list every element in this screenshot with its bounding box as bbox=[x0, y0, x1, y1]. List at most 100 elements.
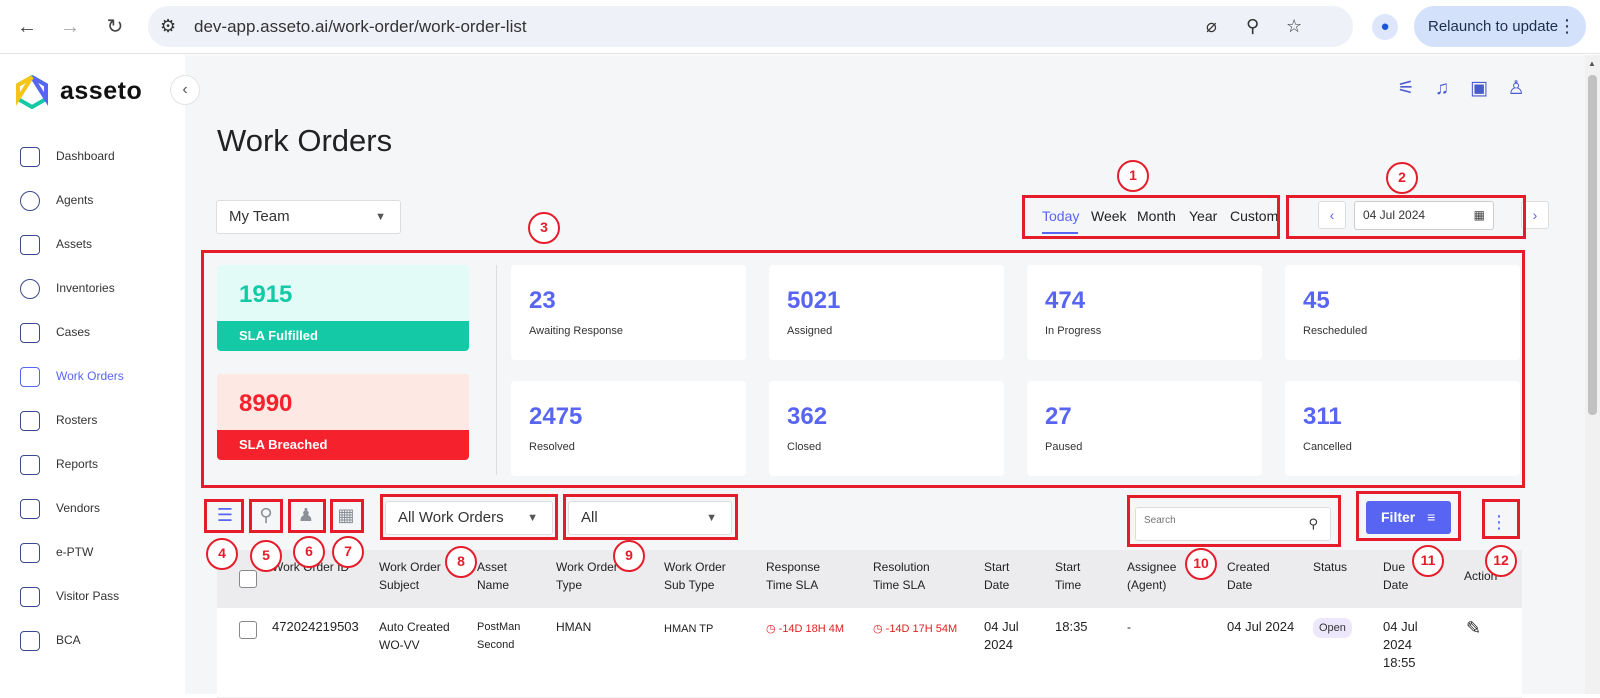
profile-avatar-icon[interactable]: ● bbox=[1372, 14, 1398, 40]
stat-value: 23 bbox=[529, 287, 556, 314]
tab-today[interactable]: Today bbox=[1042, 208, 1080, 224]
column-header[interactable]: Work Order Sub Type bbox=[664, 560, 726, 592]
row-checkbox[interactable] bbox=[239, 621, 257, 639]
sidebar-item-eptw[interactable]: e-PTW bbox=[20, 541, 180, 565]
tab-year[interactable]: Year bbox=[1189, 208, 1218, 224]
browser-menu-icon[interactable]: ⋮ bbox=[1558, 16, 1576, 36]
asseto-logo-icon bbox=[16, 75, 48, 109]
calendar-icon[interactable]: ▦ bbox=[1473, 208, 1485, 222]
work-order-filter-select[interactable]: All Work Orders ▼ bbox=[385, 501, 553, 535]
stat-card-awaiting-response[interactable]: 23 Awaiting Response bbox=[511, 265, 746, 360]
stat-card-paused[interactable]: 27 Paused bbox=[1027, 381, 1262, 476]
work-order-type: HMAN bbox=[556, 620, 592, 634]
forward-arrow-icon[interactable]: → bbox=[60, 16, 80, 38]
sidebar-item-agents[interactable]: Agents bbox=[20, 189, 180, 213]
column-header[interactable]: Status bbox=[1313, 560, 1348, 574]
column-header[interactable]: Created Date bbox=[1227, 560, 1270, 592]
sla-breached-card[interactable]: 8990 SLA Breached bbox=[217, 374, 469, 460]
annotation-box-8 bbox=[380, 494, 558, 540]
column-header[interactable]: Due Date bbox=[1383, 560, 1409, 592]
collapse-sidebar-button[interactable]: ‹ bbox=[170, 75, 200, 105]
vertical-scrollbar[interactable]: ▲ bbox=[1585, 55, 1600, 694]
sidebar-item-bca[interactable]: BCA bbox=[20, 629, 180, 653]
column-header[interactable]: Work Order Subject bbox=[379, 560, 441, 592]
sidebar-item-visitor-pass[interactable]: Visitor Pass bbox=[20, 585, 180, 609]
sidebar-item-label: Vendors bbox=[56, 501, 101, 515]
stat-label: Awaiting Response bbox=[529, 325, 623, 337]
search-field[interactable]: ⚲ bbox=[1135, 507, 1331, 541]
sidebar-item-inventories[interactable]: Inventories bbox=[20, 277, 180, 301]
brand-name: asseto bbox=[60, 77, 143, 105]
search-icon[interactable]: ⚲ bbox=[1308, 516, 1318, 531]
sidebar-item-assets[interactable]: Assets bbox=[20, 233, 180, 257]
sidebar-item-label: Reports bbox=[56, 457, 99, 471]
list-view-icon[interactable]: ☰ bbox=[216, 505, 234, 525]
stat-card-rescheduled[interactable]: 45 Rescheduled bbox=[1285, 265, 1520, 360]
calendar-check-icon[interactable]: ▣ bbox=[1470, 78, 1488, 99]
sidebar-item-cases[interactable]: Cases bbox=[20, 321, 180, 345]
agents-icon bbox=[20, 191, 40, 211]
reload-icon[interactable]: ↻ bbox=[106, 16, 124, 38]
column-header[interactable]: Resolution Time SLA bbox=[873, 560, 930, 592]
work-order-id[interactable]: 472024219503 bbox=[272, 619, 359, 634]
column-header[interactable]: Work Order Type bbox=[556, 560, 618, 592]
calendar-view-icon[interactable]: ▦ bbox=[337, 505, 355, 525]
sliders-icon[interactable]: ⚟ bbox=[1397, 78, 1415, 99]
column-header[interactable]: Response Time SLA bbox=[766, 560, 821, 592]
bookmark-star-icon[interactable]: ☆ bbox=[1286, 16, 1303, 36]
tab-week[interactable]: Week bbox=[1091, 208, 1127, 224]
annotation-number: 2 bbox=[1386, 162, 1418, 194]
relaunch-label: Relaunch to update bbox=[1428, 18, 1559, 35]
edit-pencil-icon[interactable]: ✎ bbox=[1466, 618, 1482, 638]
search-input[interactable] bbox=[1144, 515, 1304, 526]
address-bar[interactable]: ⚙ dev-app.asseto.ai/work-order/work-orde… bbox=[148, 6, 1353, 47]
select-all-checkbox[interactable] bbox=[239, 570, 257, 588]
team-select[interactable]: My Team ▼ bbox=[216, 200, 401, 234]
stat-value: 5021 bbox=[787, 287, 841, 314]
column-header[interactable]: Start Date bbox=[984, 560, 1010, 592]
sidebar-item-work-orders[interactable]: Work Orders bbox=[20, 365, 180, 389]
annotation-number: 4 bbox=[206, 538, 238, 570]
sidebar-item-label: Inventories bbox=[56, 281, 115, 295]
type-filter-value: All bbox=[581, 509, 598, 526]
location-blocked-icon[interactable]: ⌀ bbox=[1206, 16, 1217, 36]
type-filter-select[interactable]: All ▼ bbox=[568, 501, 732, 535]
tab-month[interactable]: Month bbox=[1137, 208, 1176, 224]
column-header[interactable]: Asset Name bbox=[477, 560, 510, 592]
date-input[interactable]: 04 Jul 2024 ▦ bbox=[1354, 201, 1494, 230]
column-header[interactable]: Start Time bbox=[1055, 560, 1082, 592]
table-row[interactable]: 472024219503 Auto Created WO-VV PostMan … bbox=[217, 608, 1522, 698]
stat-card-resolved[interactable]: 2475 Resolved bbox=[511, 381, 746, 476]
response-sla-value: -14D 18H 4M bbox=[778, 623, 845, 635]
user-icon[interactable]: ♙ bbox=[1507, 78, 1525, 99]
back-arrow-icon[interactable]: ← bbox=[17, 16, 37, 38]
relaunch-button[interactable]: Relaunch to update ⋮ bbox=[1414, 6, 1586, 47]
scroll-up-icon[interactable]: ▲ bbox=[1588, 59, 1596, 68]
column-header[interactable]: Assignee (Agent) bbox=[1127, 560, 1177, 592]
zoom-icon[interactable]: ⚲ bbox=[1246, 16, 1260, 36]
scrollbar-thumb[interactable] bbox=[1588, 75, 1597, 415]
tab-custom[interactable]: Custom bbox=[1230, 208, 1279, 224]
sidebar-item-vendors[interactable]: Vendors bbox=[20, 497, 180, 521]
filter-button[interactable]: Filter ≡ bbox=[1366, 501, 1451, 534]
site-settings-icon[interactable]: ⚙ bbox=[160, 16, 177, 36]
start-date: 04 Jul 2024 bbox=[984, 619, 1019, 652]
sidebar-item-label: Dashboard bbox=[56, 149, 115, 163]
bell-icon[interactable]: ♫ bbox=[1434, 78, 1450, 99]
stat-card-cancelled[interactable]: 311 Cancelled bbox=[1285, 381, 1520, 476]
due-date: 04 Jul 2024 18:55 bbox=[1383, 619, 1418, 670]
stat-card-closed[interactable]: 362 Closed bbox=[769, 381, 1004, 476]
sidebar-item-rosters[interactable]: Rosters bbox=[20, 409, 180, 433]
url-text[interactable]: dev-app.asseto.ai/work-order/work-order-… bbox=[194, 17, 527, 36]
annotation-number: 11 bbox=[1412, 545, 1444, 577]
sidebar-item-dashboard[interactable]: Dashboard bbox=[20, 145, 180, 169]
team-view-icon[interactable]: ♟ bbox=[297, 505, 315, 525]
map-pin-icon[interactable]: ⚲ bbox=[259, 505, 273, 525]
stat-card-assigned[interactable]: 5021 Assigned bbox=[769, 265, 1004, 360]
annotation-box-1 bbox=[1022, 195, 1280, 239]
sidebar-item-reports[interactable]: Reports bbox=[20, 453, 180, 477]
more-options-icon[interactable]: ⋮ bbox=[1490, 512, 1508, 532]
date-prev-button[interactable]: ‹ bbox=[1318, 201, 1346, 229]
sla-fulfilled-card[interactable]: 1915 SLA Fulfilled bbox=[217, 265, 469, 351]
stat-card-in-progress[interactable]: 474 In Progress bbox=[1027, 265, 1262, 360]
